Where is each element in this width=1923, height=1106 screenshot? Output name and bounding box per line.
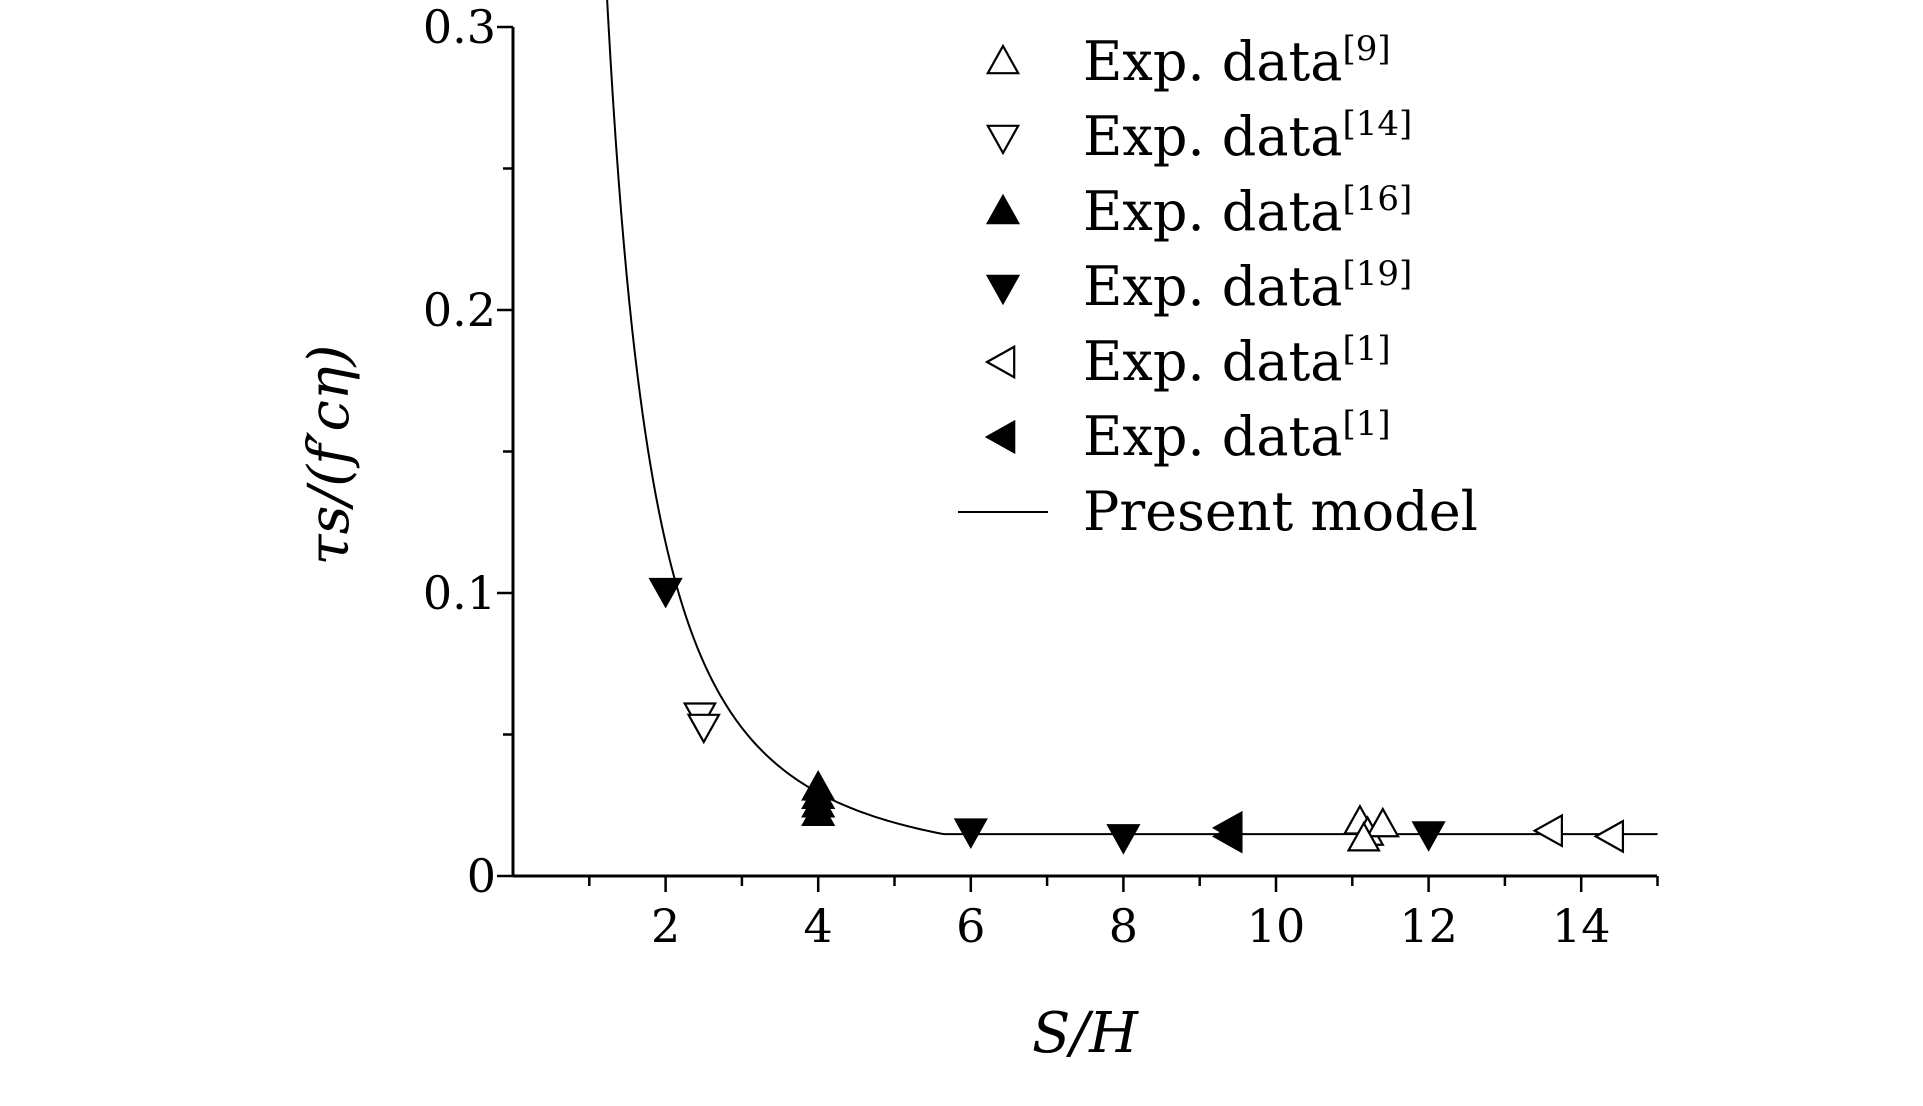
x-tick-label: 10 [1247,899,1306,953]
y-tick-label: 0.1 [423,566,496,620]
legend-label: Present model [1083,480,1478,543]
data-point-series-5 [1211,819,1243,854]
x-tick-label: 2 [651,899,680,953]
x-axis-label: S/H [1032,1001,1139,1066]
data-points [648,577,1625,855]
legend-marker [985,124,1021,156]
legend-label: Exp. data[1] [1083,404,1391,468]
data-point-series-4 [1532,813,1563,848]
data-point-series-3 [1106,824,1141,855]
x-tick-label: 6 [956,899,985,953]
legend-label: Exp. data[19] [1083,254,1412,318]
legend: Exp. data[9] Exp. data[14] Exp. data[16] Ex… [958,29,1478,543]
y-axis-label: τs/(f′cη) [297,345,362,566]
data-point-series-0 [1346,820,1381,852]
y-tick-label: 0.3 [423,0,496,54]
axis-labels: S/H τs/(f′cη) [297,345,1139,1066]
data-point-series-3 [953,818,988,849]
legend-marker [985,43,1021,75]
legend-marker [984,344,1016,380]
data-point-series-1 [686,713,721,745]
legend-label: Exp. data[1] [1083,329,1391,393]
y-tick-label: 0 [467,849,496,903]
x-tick-label: 12 [1399,899,1458,953]
legend-label: Exp. data[9] [1083,29,1391,93]
x-tick-label: 4 [804,899,833,953]
y-tick-label: 0.2 [423,283,496,337]
data-point-series-3 [648,577,683,609]
data-point-series-4 [1593,819,1625,854]
data-point-series-0 [1365,806,1400,838]
ticks: 2 4 6 8 10 12 14 0 0.1 0.2 0.3 [423,0,1659,953]
legend-marker [984,419,1016,455]
legend-label: Exp. data[14] [1083,104,1412,168]
x-tick-label: 8 [1109,899,1138,953]
legend-label: Exp. data[16] [1083,179,1412,243]
x-tick-label: 14 [1552,899,1611,953]
legend-marker [985,193,1021,225]
data-point-series-3 [1411,821,1446,852]
legend-marker [985,274,1021,306]
data-point-series-2 [801,795,836,827]
